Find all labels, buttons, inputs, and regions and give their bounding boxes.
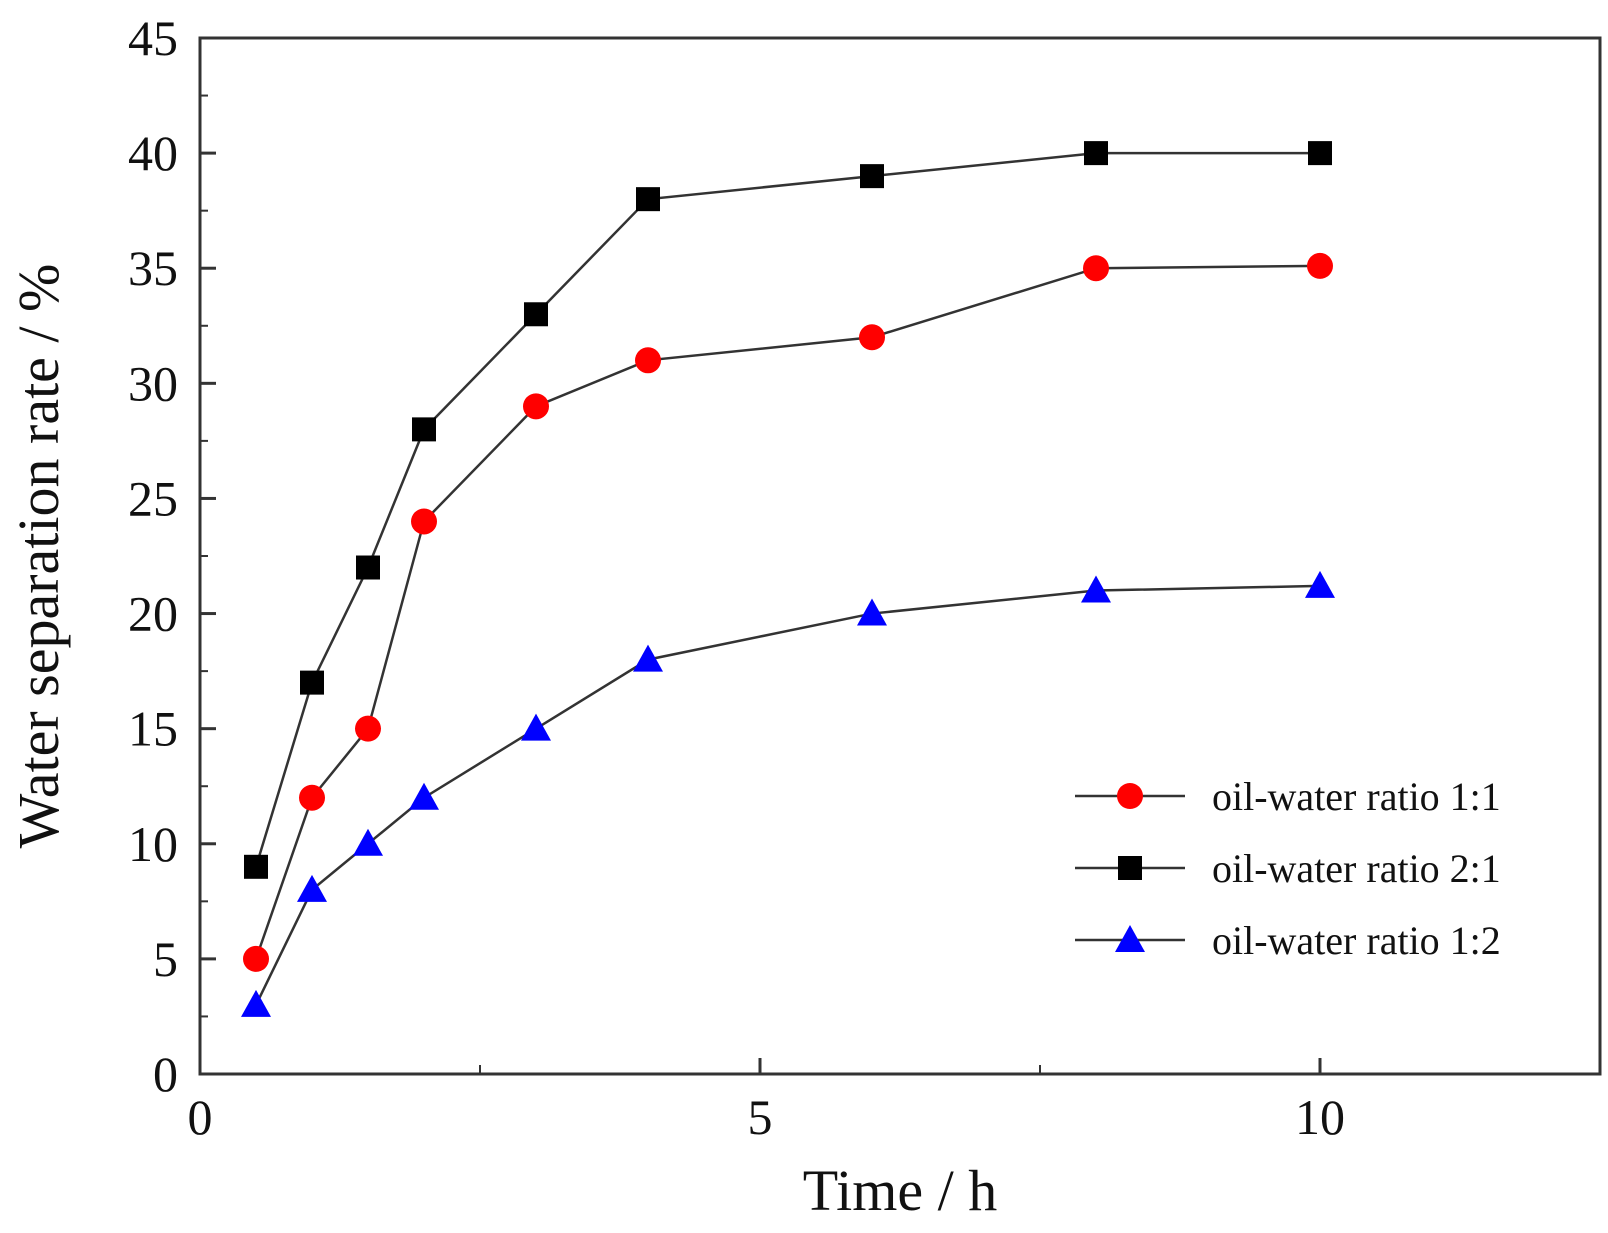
data-point [300, 670, 324, 695]
series-square [244, 141, 1332, 879]
data-point [1308, 141, 1332, 166]
series-line [254, 151, 1320, 868]
data-point [633, 644, 663, 672]
data-point [1307, 252, 1333, 279]
data-point [1081, 575, 1111, 603]
series-triangle [241, 570, 1335, 1017]
y-tick-label: 20 [128, 586, 178, 642]
data-point [411, 508, 437, 535]
y-tick-label: 40 [128, 125, 178, 181]
data-point [412, 417, 436, 442]
data-point [356, 555, 380, 580]
y-tick-label: 25 [128, 470, 178, 526]
data-point [1083, 255, 1109, 282]
data-point [409, 782, 439, 810]
x-tick-label: 10 [1295, 1089, 1345, 1145]
legend-marker [1118, 856, 1142, 880]
legend-label: oil-water ratio 1:1 [1212, 774, 1501, 819]
x-axis-title: Time / h [803, 1158, 997, 1223]
y-tick-label: 10 [128, 816, 178, 872]
y-tick-label: 5 [153, 931, 178, 987]
data-point [297, 874, 327, 902]
y-tick-label: 45 [128, 10, 178, 66]
data-point [635, 347, 661, 374]
data-point [636, 187, 660, 212]
y-tick-label: 35 [128, 240, 178, 296]
data-point [521, 713, 551, 741]
legend-label: oil-water ratio 2:1 [1212, 846, 1501, 891]
data-point [523, 393, 549, 420]
legend-marker [1115, 925, 1145, 952]
data-point [299, 784, 325, 811]
data-point [243, 945, 269, 972]
data-point [353, 828, 383, 856]
data-point [1084, 141, 1108, 166]
series-line [254, 264, 1321, 960]
data-point [241, 989, 271, 1017]
data-point [244, 854, 268, 879]
data-point [355, 715, 381, 742]
legend-label: oil-water ratio 1:2 [1212, 918, 1501, 963]
data-point [860, 164, 884, 189]
y-tick-label: 0 [153, 1046, 178, 1102]
series-circle [243, 252, 1333, 972]
data-point [524, 302, 548, 327]
y-axis-title: Water separation rate / % [6, 264, 71, 849]
y-tick-label: 30 [128, 355, 178, 411]
y-tick-label: 15 [128, 701, 178, 757]
data-point [1305, 570, 1335, 598]
x-tick-label: 0 [188, 1089, 213, 1145]
legend-marker [1117, 783, 1143, 809]
data-point [859, 324, 885, 351]
data-point [857, 598, 887, 626]
x-tick-label: 5 [748, 1089, 773, 1145]
